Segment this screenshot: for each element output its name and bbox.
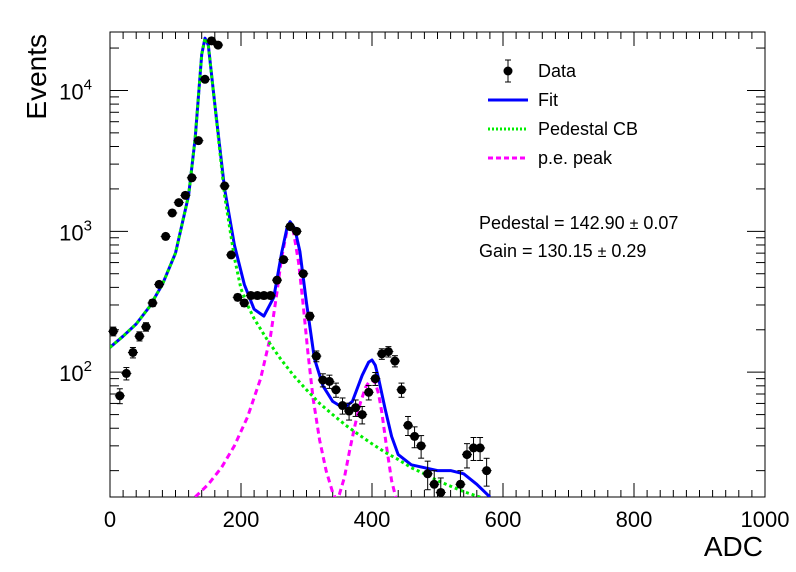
series-line-p-e-peak	[194, 222, 398, 497]
data-point	[285, 222, 296, 232]
x-tick-label: 200	[223, 507, 260, 532]
series-curves	[110, 36, 491, 497]
data-point	[481, 457, 492, 487]
legend-item: p.e. peak	[488, 148, 613, 168]
legend-label: Fit	[538, 90, 558, 110]
data-point	[272, 275, 283, 285]
fit-annotations: Pedestal = 142.90 ± 0.07 Gain = 130.15 ± …	[479, 213, 678, 261]
data-point	[409, 426, 420, 449]
data-point	[127, 346, 138, 359]
data-point	[311, 350, 322, 363]
legend-label: Pedestal CB	[538, 119, 638, 139]
axis-ticks	[109, 32, 766, 497]
y-tick-label: 102	[59, 358, 92, 386]
y-tick-label: 103	[59, 217, 92, 245]
data-point	[344, 402, 355, 421]
data-point	[403, 415, 414, 437]
data-point	[199, 74, 210, 84]
data-point	[252, 291, 263, 301]
legend-item: Fit	[488, 90, 558, 110]
data-point	[219, 181, 230, 191]
data-point	[357, 405, 368, 425]
fit-annotation: Gain = 130.15 ± 0.29	[479, 241, 646, 261]
data-point	[383, 346, 394, 358]
x-tick-label: 400	[354, 507, 391, 532]
data-point	[324, 374, 335, 389]
series-line-pedestal-cb	[110, 36, 485, 497]
data-point	[167, 208, 178, 218]
legend-item: Pedestal CB	[488, 119, 638, 139]
data-point	[350, 399, 361, 417]
legend-label: Data	[538, 61, 577, 81]
data-point	[416, 435, 427, 459]
y-axis-title: Events	[21, 34, 52, 120]
data-point	[206, 36, 217, 46]
data-points	[108, 36, 492, 498]
data-point	[186, 173, 197, 183]
fit-annotation: Pedestal = 142.90 ± 0.07	[479, 213, 678, 233]
data-point	[226, 250, 237, 260]
data-point	[121, 367, 132, 381]
data-point	[213, 40, 224, 50]
data-point	[475, 436, 486, 461]
data-point	[147, 298, 158, 308]
data-point	[291, 226, 302, 236]
data-point	[108, 326, 119, 337]
plot-frame	[109, 31, 766, 498]
data-point	[114, 388, 125, 405]
data-point	[396, 382, 407, 398]
tick-labels: 0 200 400 600 800 1000 102 103 104	[59, 76, 789, 532]
y-tick-label: 104	[59, 76, 92, 104]
data-point	[180, 190, 191, 200]
legend-marker	[503, 66, 513, 76]
legend: Data Fit Pedestal CB p.e. peak	[488, 59, 638, 168]
data-point	[265, 291, 276, 301]
data-point	[298, 269, 309, 279]
x-tick-label: 600	[485, 507, 522, 532]
data-point	[370, 372, 381, 386]
data-point	[154, 279, 165, 289]
data-point	[429, 470, 440, 498]
x-axis-title: ADC	[704, 531, 763, 562]
data-point	[363, 384, 374, 401]
data-point	[422, 460, 433, 491]
data-point	[435, 477, 446, 498]
data-point	[461, 443, 472, 469]
data-point	[389, 355, 400, 368]
data-point	[304, 311, 315, 321]
data-point	[239, 298, 250, 308]
x-tick-label: 800	[616, 507, 653, 532]
data-point	[330, 382, 341, 398]
data-point	[134, 331, 145, 342]
series-line-fit	[110, 36, 491, 497]
x-tick-label: 1000	[741, 507, 790, 532]
data-point	[141, 322, 152, 332]
data-point	[455, 470, 466, 498]
x-tick-label: 0	[104, 507, 116, 532]
data-point	[278, 255, 289, 265]
data-point	[173, 198, 184, 208]
legend-label: p.e. peak	[538, 148, 613, 168]
data-point	[232, 292, 243, 302]
data-point	[337, 397, 348, 415]
data-point	[193, 136, 204, 146]
legend-item: Data	[503, 59, 577, 83]
data-point	[160, 231, 171, 241]
